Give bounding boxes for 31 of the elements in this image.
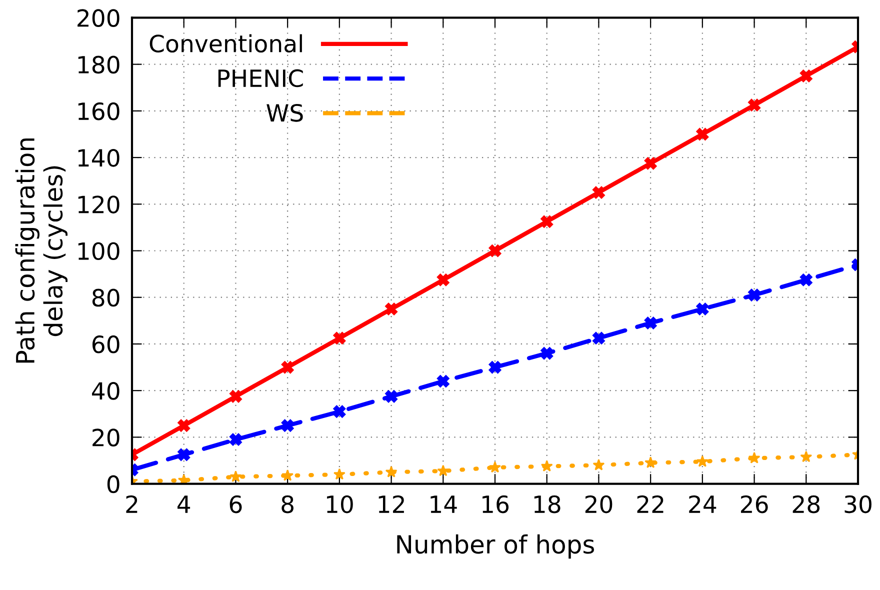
x-tick-label: 30 — [844, 495, 872, 514]
y-tick-label: 140 — [78, 148, 120, 167]
y-tick-label: 100 — [78, 242, 120, 260]
legend-label: WS — [266, 104, 303, 122]
y-tick-label: 40 — [92, 382, 120, 400]
x-tick-label: 2 — [126, 495, 138, 513]
y-tick-label: 200 — [78, 9, 120, 28]
y-tick-label: 160 — [78, 102, 120, 120]
y-tick-label: 120 — [78, 196, 120, 214]
y-tick-label: 0 — [107, 475, 120, 494]
x-tick-label: 28 — [792, 495, 820, 514]
y-axis-title: Path configuration delay (cycles) — [15, 138, 68, 363]
x-tick-label: 24 — [689, 495, 716, 513]
x-tick-label: 8 — [282, 495, 294, 514]
y-tick-label: 60 — [92, 335, 120, 354]
x-tick-label: 14 — [430, 496, 457, 513]
y-tick-label: 20 — [92, 428, 120, 446]
x-tick-label: 10 — [327, 495, 353, 514]
x-axis-title: Number of hops — [397, 534, 594, 559]
x-tick-label: 18 — [534, 495, 560, 514]
y-tick-label: 80 — [92, 288, 120, 307]
legend-label: Conventional — [150, 34, 302, 53]
x-tick-label: 26 — [740, 495, 768, 514]
x-tick-label: 12 — [378, 495, 404, 513]
x-tick-label: 6 — [230, 495, 242, 514]
x-tick-label: 16 — [482, 495, 509, 514]
x-tick-label: 4 — [178, 496, 190, 513]
y-tick-label: 180 — [78, 56, 120, 74]
legend-label: PHENIC — [218, 69, 303, 88]
x-tick-label: 22 — [637, 495, 664, 513]
x-tick-label: 20 — [585, 495, 612, 514]
